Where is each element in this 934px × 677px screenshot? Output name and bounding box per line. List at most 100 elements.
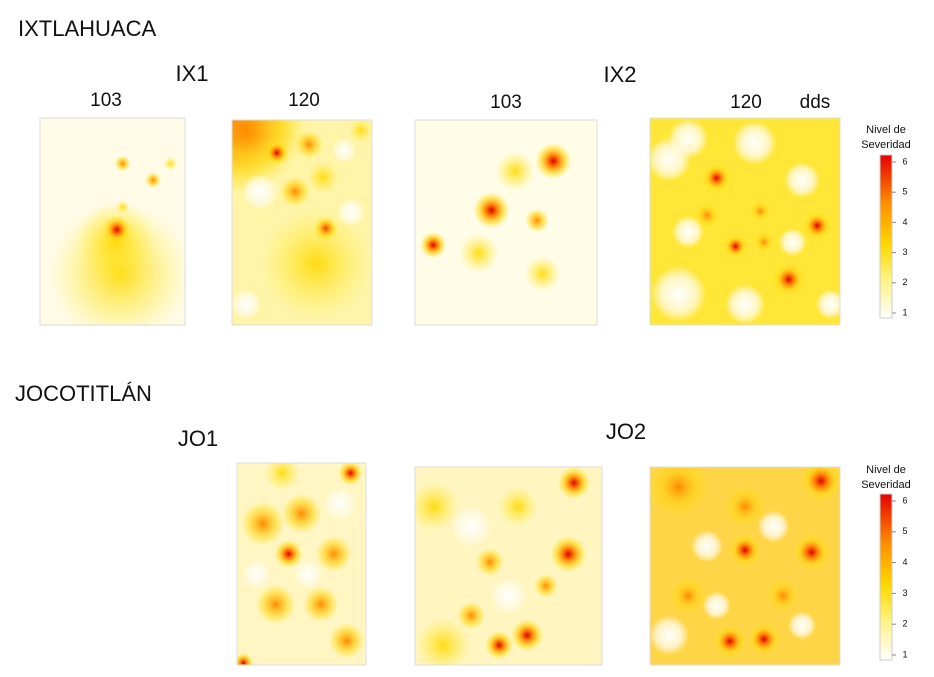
region-title: JOCOTITLÁN [15, 381, 152, 406]
map-spot [293, 560, 322, 589]
map-spot [242, 173, 278, 210]
map-spot [324, 487, 357, 520]
severity-map [415, 120, 597, 325]
map-spot [495, 151, 536, 192]
map-spot [415, 481, 459, 532]
map-spot [524, 208, 549, 233]
map-spot [348, 120, 372, 143]
colorbar-tick-label: 3 [902, 588, 907, 598]
map-spot [511, 619, 544, 652]
map-spot [535, 143, 572, 179]
colorbar-tick-label: 3 [902, 247, 907, 257]
day-label: 103 [490, 92, 522, 113]
map-spot [784, 162, 820, 199]
map-spot [702, 164, 731, 193]
severity-map [40, 118, 185, 325]
map-spot [815, 289, 840, 320]
severity-map [650, 467, 840, 665]
map-spot [485, 631, 514, 660]
map-spot [725, 284, 765, 325]
map-spot [307, 161, 339, 194]
map-border [414, 119, 598, 326]
map-spot [274, 539, 303, 568]
map-spot [550, 536, 587, 573]
map-spot [114, 155, 131, 172]
map-spot [490, 577, 527, 614]
map-spot [533, 573, 558, 598]
severity-map [650, 118, 840, 325]
day-label: 120 [730, 92, 762, 113]
map-spot [723, 234, 748, 259]
map-spot [338, 463, 363, 486]
map-spot [725, 486, 765, 527]
map-border [649, 466, 841, 666]
colorbar-tick-label: 6 [902, 156, 907, 166]
map-spot [102, 215, 131, 244]
map-spot [524, 255, 561, 292]
day-label: 120 [288, 90, 320, 111]
unit-label: dds [800, 92, 831, 113]
map-spot [242, 560, 271, 589]
map-spot [748, 623, 780, 656]
map-spot [778, 228, 807, 257]
site-label: IX2 [603, 62, 636, 87]
map-spot [280, 176, 310, 207]
severity-map [237, 463, 366, 665]
map-spot [732, 120, 777, 165]
map-spot [757, 510, 790, 543]
colorbar-tick-label: 6 [902, 495, 907, 505]
map-spot [650, 467, 709, 517]
site-label: JO1 [178, 426, 218, 451]
map-spot [420, 232, 447, 259]
map-spot [458, 233, 499, 274]
map-spot [650, 615, 689, 656]
map-spot [788, 611, 816, 640]
map-spot [670, 577, 706, 614]
colorbar [879, 493, 893, 661]
map-spot [650, 265, 707, 322]
site-label: JO2 [606, 419, 646, 444]
map-spot [801, 467, 840, 501]
colorbar [879, 154, 893, 319]
colorbar-tick-label: 5 [902, 526, 907, 536]
severity-map [415, 467, 602, 665]
map-spot [767, 579, 799, 612]
map-spot [115, 200, 130, 215]
colorbar-tick-label: 5 [902, 187, 907, 197]
map-border [236, 462, 367, 666]
map-spot [261, 208, 371, 319]
map-spot [713, 625, 746, 658]
map-spot [672, 215, 704, 248]
colorbar-title: Nivel de [866, 124, 906, 136]
map-spot [264, 140, 289, 165]
colorbar-tick-label: 2 [902, 277, 907, 287]
map-background [415, 120, 597, 325]
map-spot [328, 622, 365, 659]
map-spot [754, 232, 774, 253]
colorbar-tick-label: 4 [902, 217, 907, 227]
colorbar-tick-label: 1 [902, 307, 907, 317]
map-spot [415, 617, 472, 665]
map-spot [232, 289, 261, 320]
map-spot [145, 172, 162, 189]
map-border [649, 117, 841, 326]
map-spot [793, 534, 830, 571]
map-spot [702, 591, 731, 620]
map-spot [497, 486, 538, 527]
colorbar-tick-label: 4 [902, 557, 907, 567]
map-spot [302, 586, 339, 623]
map-spot [240, 501, 285, 546]
colorbar-tick-label: 1 [902, 649, 907, 659]
map-spot [772, 263, 805, 296]
map-spot [337, 198, 365, 227]
map-spot [750, 201, 771, 222]
map-border [39, 117, 186, 326]
map-spot [691, 530, 723, 563]
map-border [231, 119, 373, 326]
region-title: IXTLAHUACA [18, 16, 156, 41]
map-spot [668, 118, 708, 159]
map-spot [295, 130, 323, 159]
map-spot [163, 156, 178, 171]
site-label: IX1 [175, 61, 208, 86]
